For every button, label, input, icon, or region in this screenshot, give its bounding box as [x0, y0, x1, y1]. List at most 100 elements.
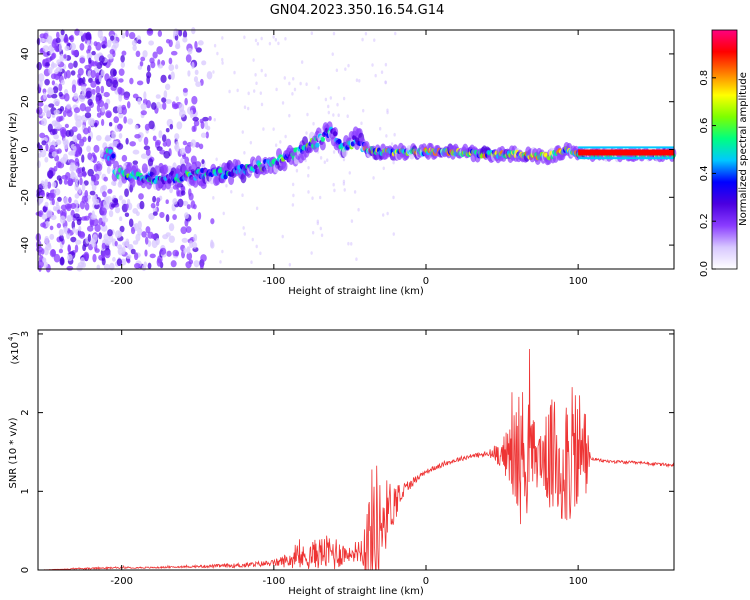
spectrogram-cell [82, 76, 86, 85]
spectrogram-cell [281, 101, 285, 105]
spectrogram-cell [90, 69, 96, 79]
spectrogram-cell [342, 96, 346, 101]
x-tick-label: 0 [423, 576, 429, 587]
spectrogram-cell [149, 57, 155, 64]
spectrogram-cell [58, 229, 64, 236]
spectrogram-cell [70, 203, 77, 210]
spectrogram-cell [332, 150, 336, 154]
spectrogram-cell [332, 31, 336, 36]
spectrogram-cell [63, 71, 68, 80]
spectrogram-cell [161, 134, 167, 143]
spectrogram-cell [87, 126, 91, 134]
spectrogram-cell [148, 213, 155, 220]
spectrogram-cell [170, 260, 177, 268]
spectrogram-cell [292, 193, 295, 198]
spectrogram-cell [92, 253, 97, 263]
spectrogram-cell [97, 99, 105, 108]
spectrogram-cell [93, 180, 100, 186]
spectrogram-cell [69, 34, 75, 43]
spectrogram-cell [174, 144, 180, 152]
spectrogram-cell [129, 141, 136, 147]
y-tick-label: 0 [20, 146, 31, 152]
spectrogram-cell [307, 165, 310, 170]
spectrogram-cell [37, 73, 45, 82]
spectrogram-cell [221, 249, 224, 254]
spectrogram-cell [274, 143, 278, 148]
spectrogram-cell [37, 259, 44, 268]
colorbar-gradient [711, 29, 738, 270]
figure-title: GN04.2023.350.16.54.G14 [270, 3, 445, 18]
spectrogram-cell [125, 137, 129, 145]
spectrogram-cell [70, 172, 77, 180]
y-tick-label: 0 [20, 567, 31, 573]
spectrogram-cell [37, 101, 44, 107]
spectrogram-cell [156, 197, 161, 203]
colorbar-label: Normalized spectral amplitude [738, 72, 749, 226]
spectrogram-cell [255, 206, 259, 211]
spectrogram-cell [58, 91, 63, 97]
spectrogram-cell [170, 71, 175, 81]
spectrogram-cell [109, 48, 115, 55]
spectrogram-cell [315, 142, 320, 148]
spectrogram-cell [140, 110, 147, 116]
spectrogram-cell [79, 103, 87, 112]
spectrogram-cell [197, 40, 204, 46]
spectrogram-cell [163, 90, 168, 99]
spectrogram-cell [135, 211, 140, 217]
spectrogram-cell [84, 112, 92, 119]
spectrogram-cell [36, 37, 41, 46]
spectrogram-cell [150, 102, 157, 110]
spectrogram-cell [371, 63, 374, 67]
colorbar-tick-label: 0.6 [699, 118, 710, 134]
spectrogram-cell [305, 131, 308, 135]
spectrogram-cell [81, 154, 85, 163]
spectrogram-cell [65, 130, 72, 137]
spectrogram-cell [97, 29, 103, 39]
spectrogram-cell [185, 261, 192, 269]
spectrogram-cell [75, 118, 82, 128]
spectrogram-cell [307, 190, 310, 194]
spectrogram-cell [57, 209, 61, 214]
spectrogram-cell [186, 246, 191, 255]
spectrogram-cell [42, 45, 50, 52]
spectrogram-cell [64, 123, 69, 129]
spectrogram-cell [134, 133, 141, 139]
spectrogram-cell [56, 175, 62, 181]
spectrogram-cell [46, 35, 53, 45]
spectrogram-cell [118, 133, 123, 139]
spectrogram-cell [119, 216, 123, 222]
spectrogram-cell [132, 240, 139, 245]
spectrogram-cell [119, 225, 125, 233]
spectrogram-cell [381, 213, 385, 217]
spectrogram-cell [45, 143, 49, 152]
spectrogram-cell [101, 105, 106, 113]
spectrogram-cell [202, 116, 209, 122]
spectrogram-cell [320, 136, 326, 142]
spectrogram-cell [49, 144, 56, 154]
spectrogram-cell [77, 73, 81, 79]
spectrogram-cell [374, 73, 377, 78]
spectrogram-cell [142, 50, 148, 58]
spectrogram-cell [243, 105, 247, 110]
spectrogram-cell [165, 127, 170, 133]
spectrogram-cell [156, 258, 162, 267]
spectrogram-cell [174, 133, 180, 140]
y-scale-exponent: 4 [7, 336, 15, 341]
spectrogram-cell [41, 248, 45, 255]
spectrogram-cell [194, 69, 199, 76]
spectrogram-cell [186, 252, 193, 261]
spectrogram-cell [157, 64, 164, 69]
spectrogram-cell [51, 52, 57, 59]
spectrogram-cell [362, 108, 365, 113]
spectrogram-cell [84, 106, 92, 113]
snr-frame [37, 329, 675, 571]
spectrogram-cell [144, 123, 150, 131]
spectrogram-cell [172, 249, 179, 257]
spectrogram-cell [291, 203, 295, 207]
spectrogram-cell [107, 229, 113, 237]
spectrogram-cell [63, 54, 67, 59]
spectrogram-cell [36, 62, 42, 71]
spectrogram-cell [67, 244, 71, 253]
spectrogram-cell [225, 184, 228, 188]
spectrogram-cell [194, 40, 198, 50]
